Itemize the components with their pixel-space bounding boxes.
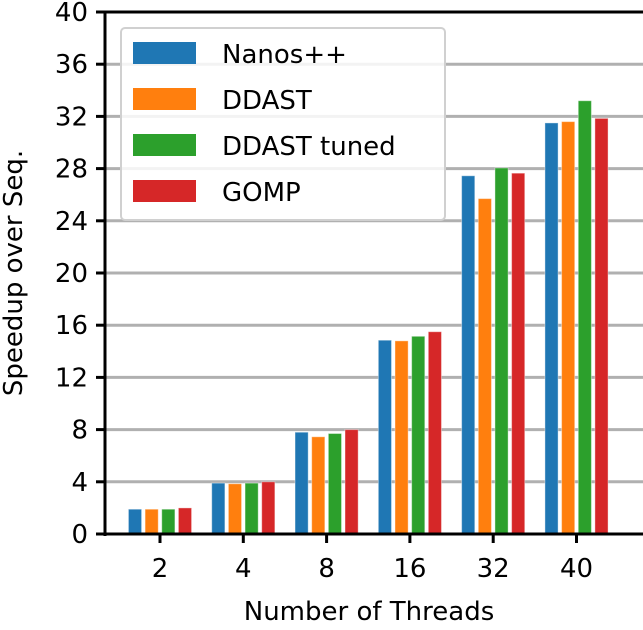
legend: Nanos++ DDAST DDAST tuned GOMP [120,27,446,221]
bar-ddast-8 [311,436,326,535]
bar-ddast-tuned-4 [244,482,259,535]
bar-nanos--4 [211,482,226,535]
bar-gomp-8 [344,429,359,535]
bar-gomp-4 [261,481,276,535]
x-tick-label: 32 [477,554,510,584]
y-tick-label: 4 [71,468,88,498]
x-tick-label: 16 [393,554,426,584]
bar-gomp-32 [511,172,526,535]
bar-nanos--8 [294,431,309,535]
legend-box [120,27,446,221]
bar-ddast-tuned-8 [327,433,343,535]
legend-swatch [133,180,196,202]
bar-ddast-40 [561,121,576,535]
y-tick-label: 32 [55,102,88,132]
y-tick-label: 24 [55,207,88,237]
y-tick-label: 8 [71,416,88,446]
y-tick-label: 16 [55,311,88,341]
legend-label: DDAST tuned [222,132,396,162]
bar-ddast-tuned-40 [577,100,592,535]
bar-nanos--16 [377,339,392,535]
x-tick-label: 8 [318,554,335,584]
legend-swatch [133,42,196,64]
legend-swatch [133,88,196,110]
legend-label: DDAST [222,86,312,116]
y-tick-label: 36 [55,50,88,80]
x-ticks: 2 4 8 16 32 40 [152,534,593,584]
legend-label: Nanos++ [222,40,347,70]
y-axis-label: Speedup over Seq. [0,150,29,396]
y-tick-label: 0 [71,520,88,550]
legend-swatch [133,134,196,156]
bar-ddast-tuned-16 [411,335,426,535]
bar-nanos--32 [461,175,476,535]
bar-gomp-40 [594,117,609,535]
bar-ddast-tuned-32 [494,167,509,535]
bar-ddast-2 [144,508,159,535]
y-tick-label: 20 [55,259,88,289]
bar-ddast-tuned-2 [161,508,176,535]
y-tick-label: 40 [55,0,88,28]
x-axis-label: Number of Threads [244,597,495,627]
x-tick-label: 2 [152,554,169,584]
x-tick-label: 4 [235,554,252,584]
bar-ddast-32 [477,198,492,535]
x-tick-label: 40 [560,554,593,584]
legend-label: GOMP [222,178,301,208]
bar-gomp-2 [177,507,193,535]
bar-nanos--40 [544,122,559,535]
y-tick-label: 12 [55,363,88,393]
bar-gomp-16 [427,331,442,535]
y-ticks: 0 4 8 12 16 20 24 28 32 36 40 [55,0,105,550]
bar-nanos--2 [127,508,143,535]
bar-ddast-16 [394,340,409,535]
y-tick-label: 28 [55,155,88,185]
bar-ddast-4 [227,483,243,535]
